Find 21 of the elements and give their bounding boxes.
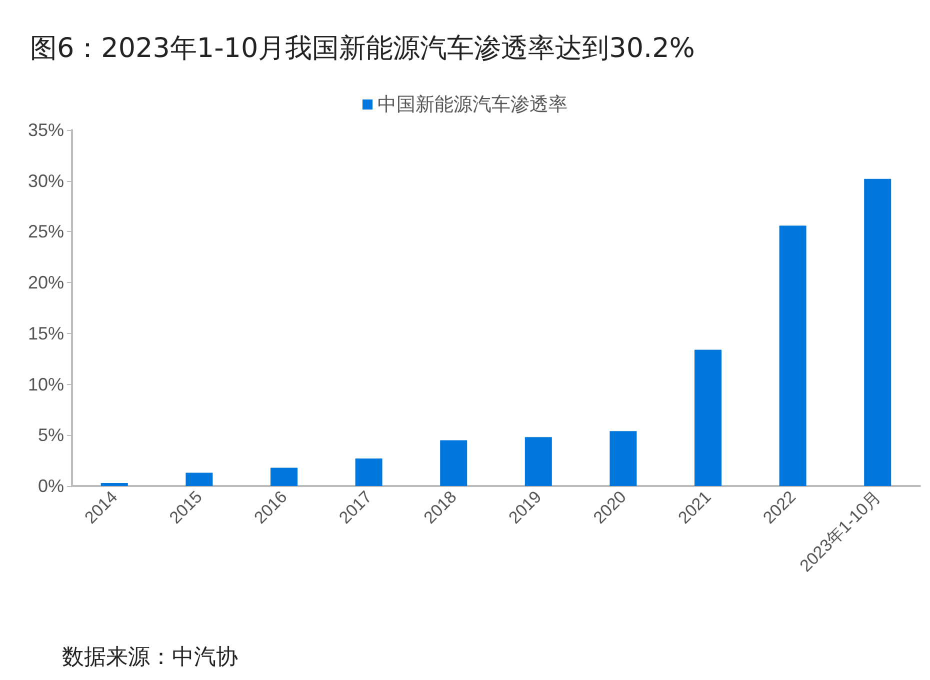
y-tick-label: 15% [28, 323, 64, 344]
bar [100, 482, 128, 486]
bar [610, 431, 637, 486]
legend-label: 中国新能源汽车渗透率 [378, 94, 568, 116]
bar [779, 226, 806, 486]
source-note: 数据来源：中汽协 [62, 644, 238, 672]
y-tick-label: 35% [28, 120, 64, 140]
y-tick-label: 10% [28, 374, 64, 394]
bar [186, 472, 213, 486]
y-tick-label: 5% [38, 425, 64, 446]
y-tick-label: 20% [28, 272, 64, 293]
bar [694, 350, 722, 486]
y-tick-label: 0% [38, 476, 64, 496]
chart-title: 图6：2023年1-10月我国新能源汽车渗透率达到30.2% [30, 32, 695, 66]
bar [270, 468, 298, 486]
bar [355, 458, 382, 486]
bar [440, 440, 468, 486]
bar [864, 178, 892, 486]
bar [524, 437, 552, 486]
y-tick-label: 30% [28, 170, 64, 191]
y-tick-label: 25% [28, 222, 64, 242]
